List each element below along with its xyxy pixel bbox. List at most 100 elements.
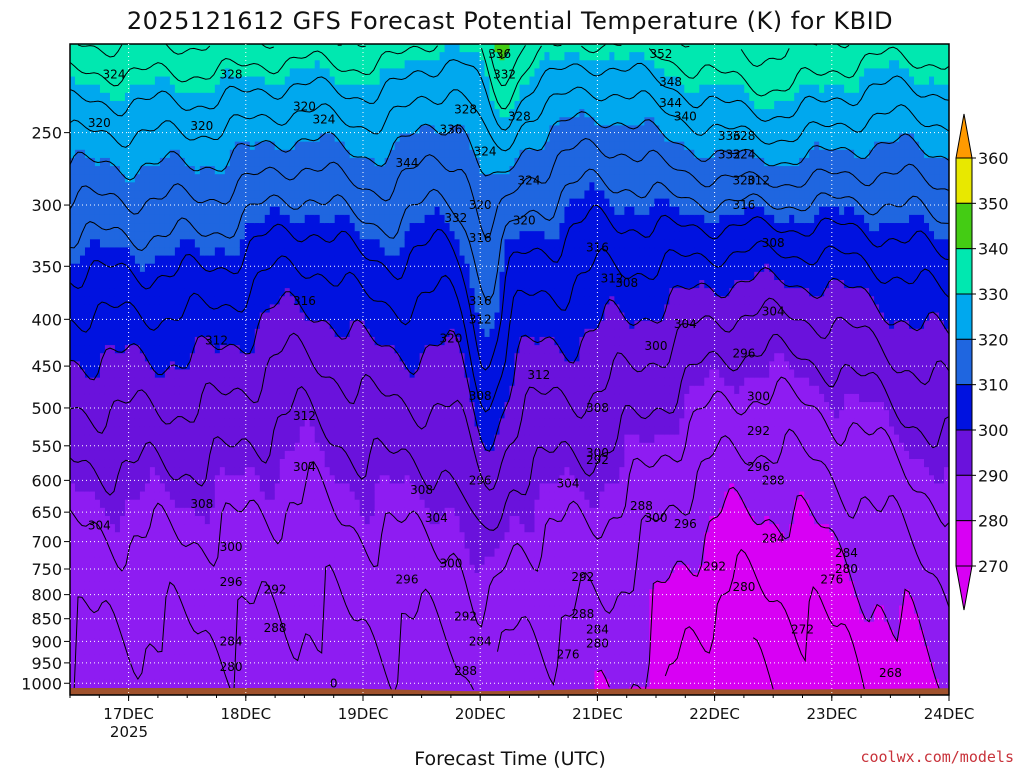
theta-cell [229,556,236,566]
theta-cell [354,141,361,151]
theta-cell [274,483,281,493]
theta-cell [199,345,206,354]
theta-cell [159,581,166,590]
theta-cell [359,548,366,558]
theta-cell [74,263,81,273]
theta-cell [224,125,231,135]
theta-cell [164,320,171,330]
theta-cell [309,263,316,273]
theta-cell [374,613,381,623]
theta-cell [70,434,76,444]
theta-cell [304,442,311,452]
theta-cell [344,605,351,615]
theta-cell [369,52,376,61]
theta-cell [104,84,111,94]
theta-cell [334,76,341,86]
theta-cell [144,434,151,444]
theta-cell [289,288,296,297]
theta-cell [79,475,86,485]
theta-cell [299,288,306,297]
theta-cell [289,166,296,175]
theta-cell [244,345,251,354]
theta-cell [289,532,296,541]
theta-cell [154,255,161,265]
theta-cell [79,198,86,208]
theta-cell [124,507,131,517]
theta-cell [349,662,356,672]
theta-cell [299,402,306,411]
theta-cell [234,345,241,354]
theta-cell [324,133,331,143]
theta-cell [70,418,76,428]
theta-cell [129,149,136,159]
theta-cell [134,629,141,639]
theta-cell [209,638,216,647]
theta-cell [314,166,321,175]
theta-cell [154,223,161,232]
theta-cell [114,288,121,297]
theta-cell [149,475,156,485]
theta-cell [84,68,91,78]
theta-cell [89,418,96,428]
theta-cell [274,597,281,607]
theta-cell [304,410,311,419]
theta-cell [369,166,376,175]
theta-cell [209,483,216,493]
theta-cell [349,402,356,411]
theta-cell [179,646,186,655]
theta-cell [139,345,146,354]
theta-cell [79,60,86,70]
theta-cell [174,328,181,338]
theta-cell [269,524,276,533]
theta-cell [304,402,311,411]
theta-cell [279,76,286,86]
theta-cell [224,450,231,460]
theta-cell [374,271,381,281]
theta-cell [229,597,236,607]
theta-cell [99,613,106,623]
theta-cell [84,231,91,240]
theta-cell [74,589,81,598]
theta-cell [79,109,86,118]
theta-cell [70,345,76,354]
theta-cell [129,515,136,525]
theta-cell [104,532,111,541]
theta-cell [374,459,381,468]
theta-cell [374,60,381,70]
theta-cell [289,556,296,566]
theta-cell [109,60,116,70]
theta-cell [84,125,91,135]
theta-cell [299,296,306,305]
theta-cell [249,402,256,411]
theta-cell [359,166,366,175]
theta-cell [289,402,296,411]
theta-cell [364,92,371,102]
theta-cell [304,597,311,607]
theta-cell [119,247,126,257]
theta-cell [219,385,226,395]
theta-cell [219,52,226,61]
theta-cell [234,174,241,183]
theta-cell [234,353,241,362]
theta-cell [74,68,81,78]
theta-cell [89,597,96,607]
theta-cell [334,564,341,574]
theta-cell [299,320,306,330]
theta-cell [209,296,216,305]
theta-cell [124,638,131,647]
theta-cell [74,613,81,623]
theta-cell [309,182,316,192]
theta-cell [119,410,126,419]
theta-cell [139,76,146,86]
theta-cell [309,450,316,460]
theta-cell [99,214,106,224]
theta-cell [279,670,286,680]
theta-cell [114,271,121,281]
theta-cell [144,198,151,208]
theta-cell [144,279,151,289]
theta-cell [79,393,86,403]
theta-cell [329,369,336,379]
theta-cell [344,288,351,297]
theta-cell [104,499,111,509]
theta-cell [249,426,256,436]
